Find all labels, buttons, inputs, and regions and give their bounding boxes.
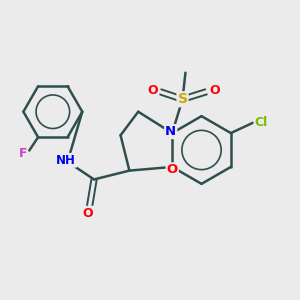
Text: O: O: [83, 207, 94, 220]
Text: F: F: [19, 147, 27, 160]
Text: S: S: [178, 92, 188, 106]
Text: NH: NH: [56, 154, 76, 167]
Text: Cl: Cl: [255, 116, 268, 129]
Text: N: N: [165, 125, 176, 138]
Text: O: O: [148, 84, 158, 97]
Text: O: O: [167, 164, 178, 176]
Text: O: O: [209, 84, 220, 97]
